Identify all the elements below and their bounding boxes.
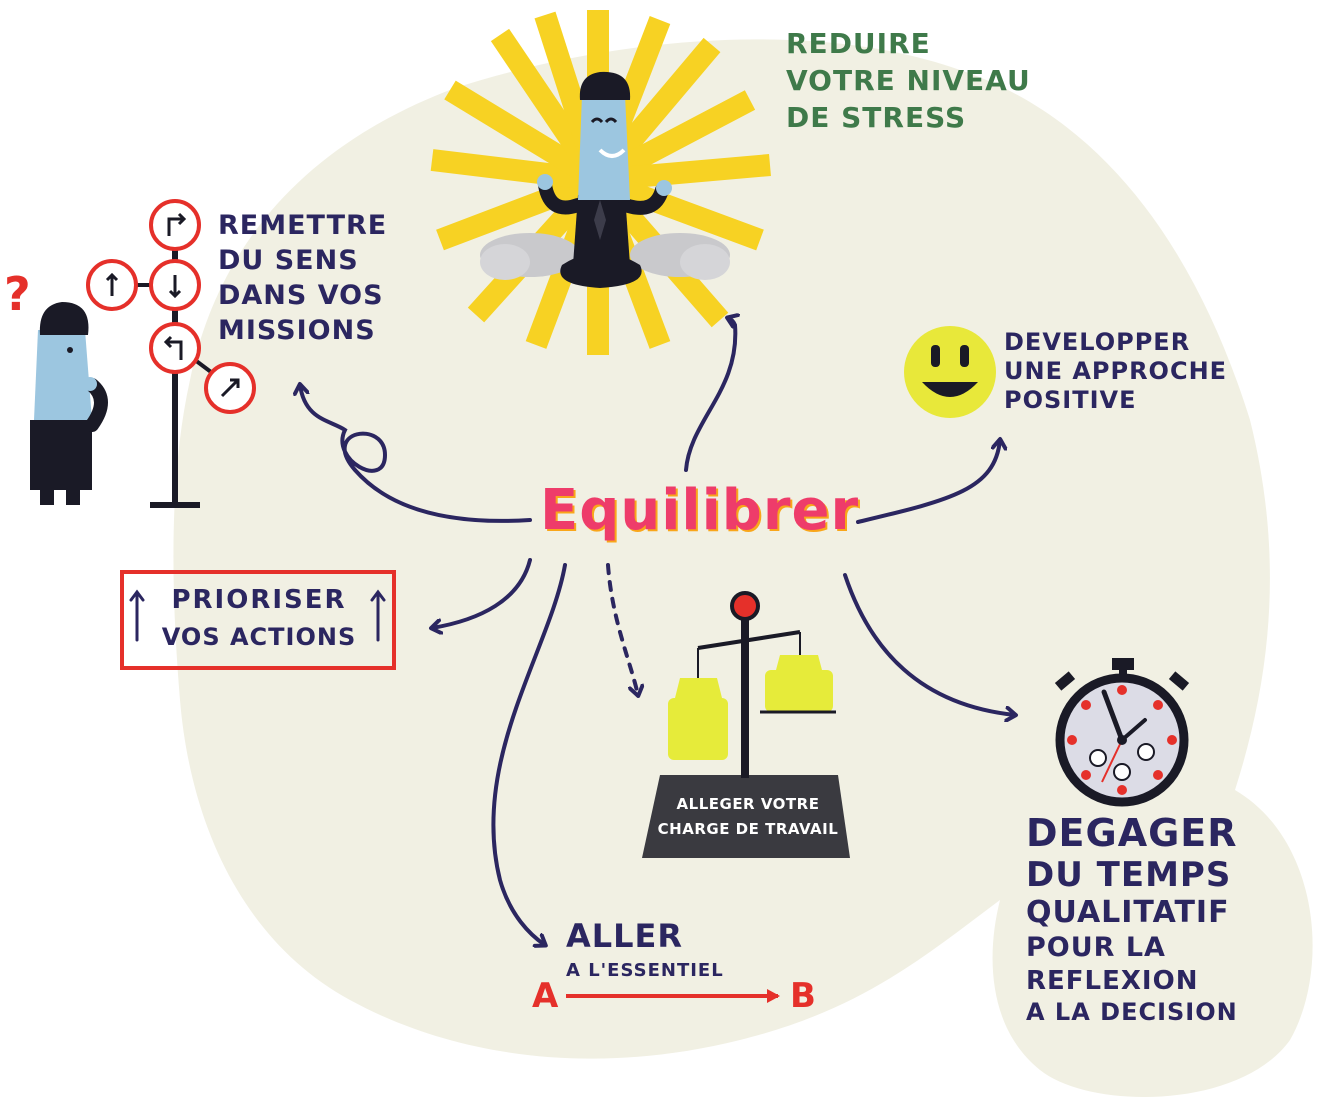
temps-line-6: a la decision — [1026, 998, 1238, 1027]
sens-label: Remettre du sens dans vos missions — [218, 208, 387, 348]
point-a: A — [532, 976, 559, 1016]
smiley-icon — [904, 326, 996, 418]
arrow-to-prioriser — [432, 558, 532, 628]
temps-line-2: du temps — [1026, 854, 1232, 895]
stress-line-2: votre niveau — [786, 63, 1031, 97]
question-mark-icon: ? — [4, 267, 31, 321]
arrow-to-sens — [300, 385, 532, 523]
scale-icon — [642, 591, 850, 858]
alleger-line-1: Alleger votre — [676, 795, 820, 813]
stress-label: Reduire votre niveau de stress — [786, 26, 1031, 137]
prioriser-line-1: Prioriser — [171, 585, 347, 615]
stress-line-1: Reduire — [786, 27, 931, 60]
arrow-to-alleger — [606, 563, 638, 695]
arrow-to-positive — [856, 440, 1000, 524]
point-b: B — [790, 976, 816, 1016]
essentiel-subtitle: A l'essentiel — [566, 960, 724, 981]
temps-line-5: reflexion — [1026, 965, 1199, 996]
center-title: Equilibrer — [540, 478, 860, 543]
alleger-label: Alleger votre charge de travail — [648, 792, 848, 842]
sens-line-2: du sens — [218, 245, 359, 277]
arrow-to-temps — [843, 573, 1015, 715]
prioriser-box — [120, 570, 396, 670]
signpost-icon — [86, 199, 256, 508]
temps-line-1: Degager — [1026, 811, 1238, 855]
temps-line-3: qualitatif — [1026, 894, 1230, 930]
positive-line-2: une approche — [1004, 356, 1228, 385]
alleger-line-2: charge de travail — [657, 819, 839, 838]
arrow-to-essentiel — [491, 563, 567, 945]
meditating-man-icon — [480, 71, 730, 288]
arrow-to-stress — [684, 318, 735, 472]
sens-line-1: Remettre — [218, 210, 388, 241]
confused-man-icon — [30, 302, 108, 505]
prioriser-up-arrows — [129, 589, 386, 642]
sens-line-4: missions — [218, 315, 376, 347]
essentiel-title: Aller — [566, 917, 684, 955]
stress-line-3: de stress — [786, 100, 967, 134]
background-blob — [173, 39, 1313, 1098]
temps-line-4: pour la — [1026, 931, 1166, 963]
prioriser-label: Prioriser vos actions — [146, 582, 372, 654]
stopwatch-icon — [1054, 658, 1190, 807]
positive-label: Developper une approche positive — [1004, 328, 1227, 414]
positive-line-3: positive — [1004, 385, 1137, 414]
prioriser-line-2: vos actions — [161, 622, 357, 651]
positive-line-1: Developper — [1004, 328, 1191, 356]
sens-line-3: dans vos — [218, 280, 384, 312]
temps-label: Degager du temps qualitatif pour la refl… — [1026, 811, 1238, 1027]
